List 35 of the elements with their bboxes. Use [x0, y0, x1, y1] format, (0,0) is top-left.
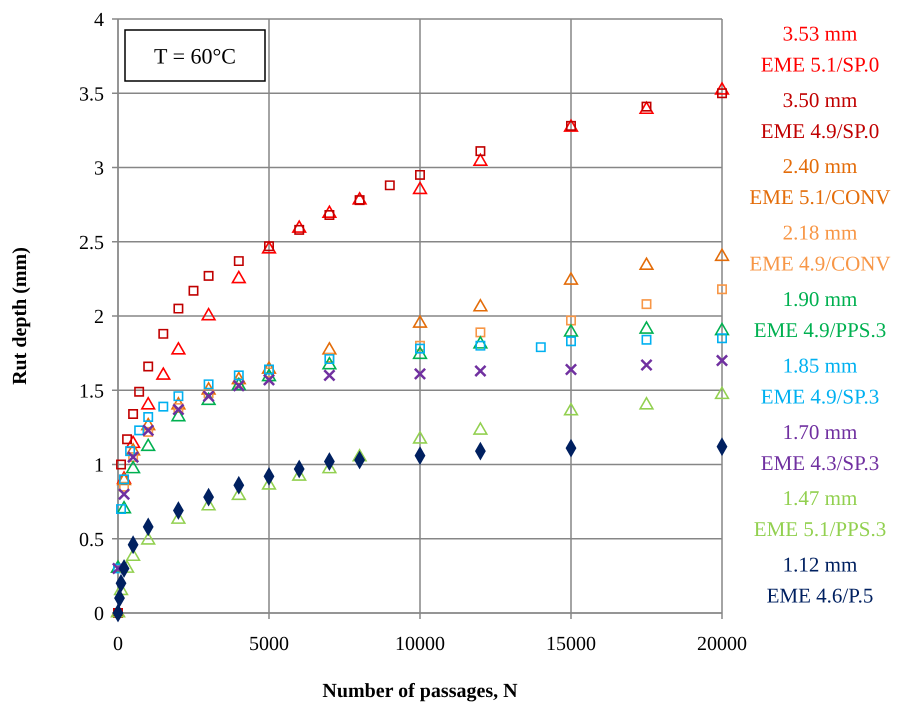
- y-tick-label: 2: [94, 306, 104, 328]
- text: EME 4.6/P.5: [766, 584, 874, 608]
- x-tick-label: 10000: [395, 633, 445, 655]
- x-tick-label: 20000: [697, 633, 747, 655]
- y-tick-label: 0: [94, 603, 104, 625]
- y-tick-label: 3.5: [79, 83, 104, 106]
- series-label: EME 4.9/CONV: [749, 252, 891, 276]
- x-tick-label: 15000: [546, 633, 596, 655]
- text: 1.12 mm: [782, 552, 858, 577]
- text: 2.40 mm: [782, 154, 858, 178]
- y-tick-label: 2.5: [79, 232, 104, 254]
- text: 3.53 mm: [782, 21, 858, 46]
- text: 2.18 mm: [782, 220, 858, 245]
- text: 1.85 mm: [782, 353, 858, 378]
- text: 1.47 mm: [782, 486, 858, 510]
- series-label: EME 4.9/PPS.3: [754, 318, 886, 342]
- x-tick-label: 0: [113, 633, 123, 655]
- text: EME 5.1/PPS.3: [754, 517, 886, 542]
- series-label: EME 5.1/SP.0: [760, 52, 880, 76]
- x-axis-title: Number of passages, N: [322, 680, 518, 702]
- text: 1.90 mm: [782, 286, 858, 311]
- y-tick-label: 4: [94, 9, 104, 31]
- y-tick-label: 1: [94, 454, 104, 476]
- y-tick-label: 1.5: [79, 380, 104, 402]
- y-tick-label: 3: [94, 158, 104, 180]
- text: EME 4.9/SP.3: [760, 384, 880, 408]
- text: EME 5.1/CONV: [749, 185, 891, 210]
- text: 3.50 mm: [782, 88, 858, 112]
- y-axis-title: Rut depth (mm): [9, 247, 31, 385]
- text: 1.70 mm: [782, 420, 858, 444]
- y-tick-label: 0.5: [79, 528, 104, 551]
- annotation: T = 60°C: [154, 44, 236, 69]
- series-label: EME 4.9/SP.0: [760, 118, 880, 143]
- x-tick-label: 5000: [249, 633, 289, 655]
- text: EME 4.3/SP.3: [760, 450, 880, 475]
